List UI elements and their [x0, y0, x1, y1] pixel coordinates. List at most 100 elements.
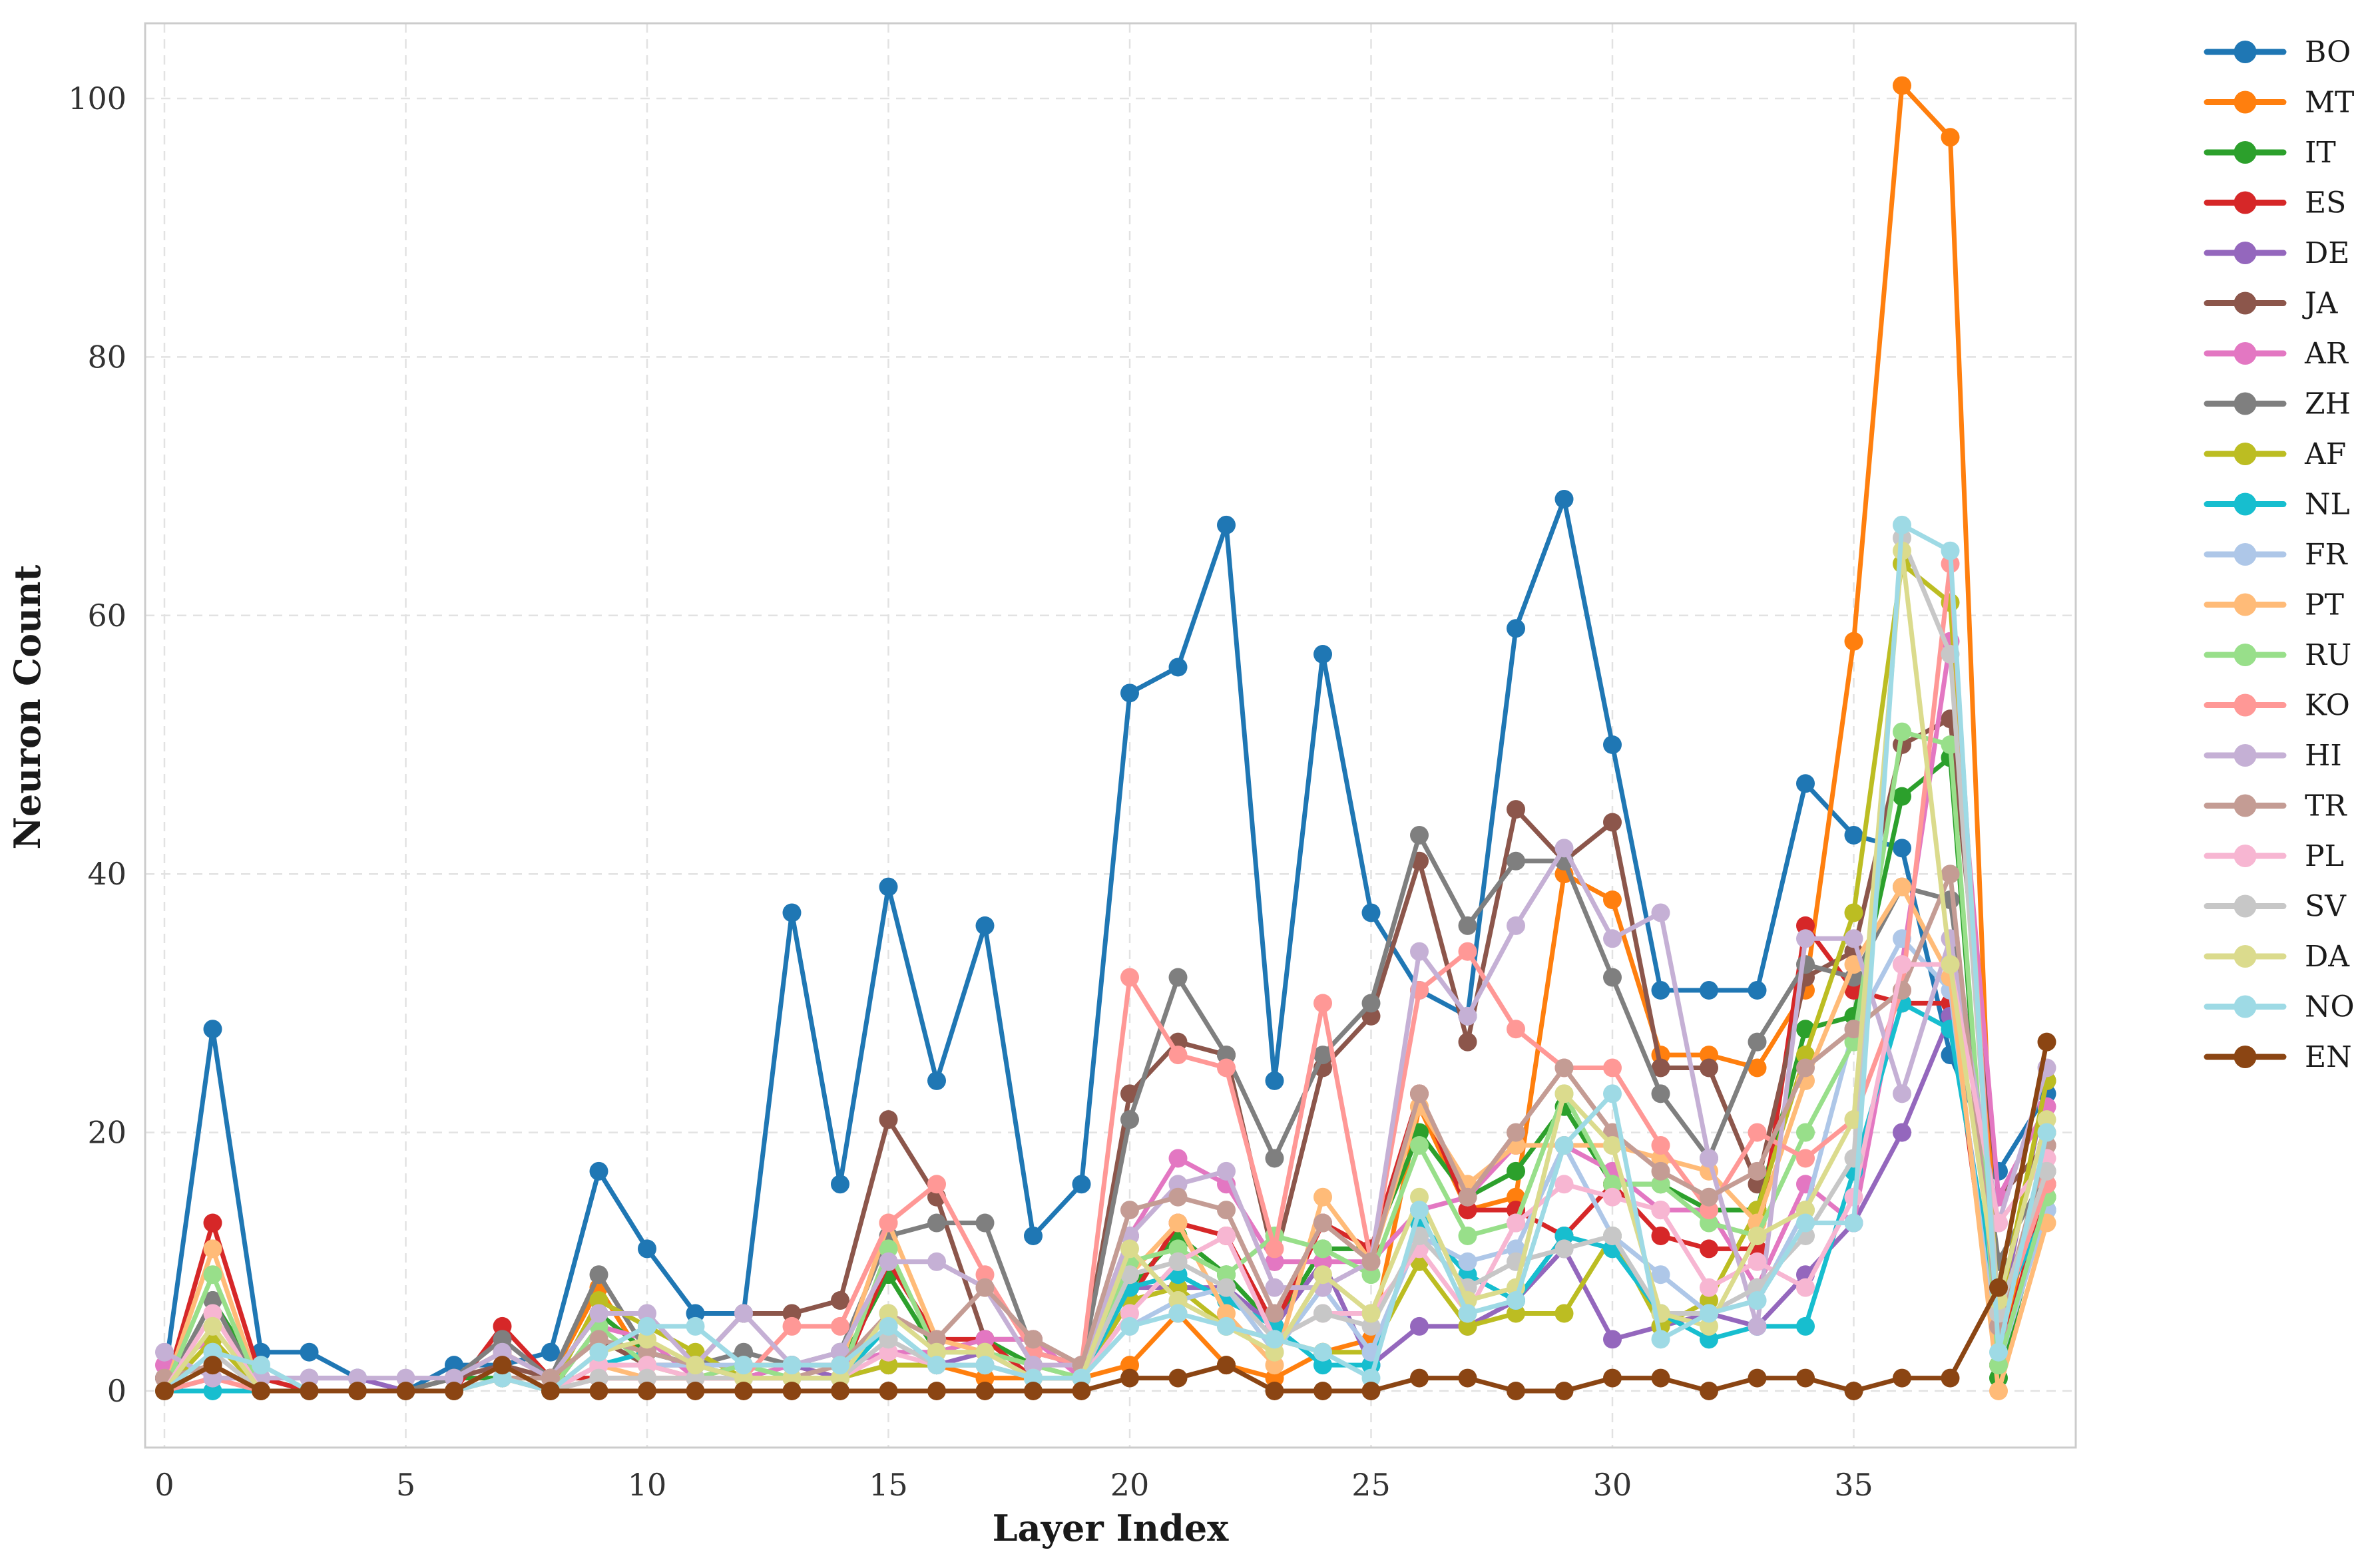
- legend-label: ZH: [2305, 387, 2351, 421]
- series-point: [1844, 1213, 1863, 1233]
- series-point: [975, 1382, 995, 1400]
- series-point: [1120, 1265, 1139, 1284]
- series-point: [1361, 1252, 1381, 1271]
- series-point: [1796, 1213, 1815, 1233]
- series-EN: [155, 1032, 2056, 1400]
- series-point: [589, 1161, 608, 1181]
- series-point: [1700, 1058, 1718, 1078]
- series-point: [831, 1368, 849, 1388]
- series-point: [1458, 1032, 1477, 1052]
- series-point: [203, 1213, 222, 1233]
- series-point: [1410, 1368, 1429, 1388]
- series-point: [1700, 1213, 1718, 1233]
- legend-marker: [2234, 492, 2257, 516]
- series-point: [1893, 877, 1911, 896]
- series-point: [493, 1330, 512, 1349]
- series-point: [203, 1265, 222, 1284]
- series-point: [1313, 1046, 1332, 1065]
- series-point: [1941, 1368, 1960, 1388]
- series-point: [1507, 851, 1525, 871]
- series-point: [782, 1356, 802, 1375]
- series-line-HI: [162, 845, 2049, 1381]
- series-point: [638, 1382, 656, 1400]
- series-point: [1796, 774, 1815, 793]
- series-point: [1120, 1304, 1139, 1323]
- series-point: [1748, 980, 1767, 1000]
- series-point: [927, 1382, 946, 1400]
- legend-marker: [2234, 894, 2257, 918]
- series-point: [203, 1020, 222, 1039]
- series-point: [782, 1316, 802, 1336]
- series-point: [203, 1342, 222, 1362]
- legend-item-FR: FR: [2204, 538, 2349, 572]
- series-point: [203, 1316, 222, 1336]
- series-point: [1700, 1278, 1718, 1297]
- legend-label: ES: [2305, 186, 2346, 220]
- series-point: [1168, 1187, 1188, 1207]
- series-point: [203, 1382, 222, 1400]
- series-point: [1893, 787, 1911, 806]
- series-point: [1651, 1368, 1670, 1388]
- series-point: [348, 1368, 367, 1388]
- series-point: [1651, 1136, 1670, 1155]
- series-point: [1507, 1123, 1525, 1142]
- series-point: [1748, 1226, 1767, 1245]
- series-point: [1748, 1032, 1767, 1052]
- series-point: [1313, 1342, 1332, 1362]
- series-point: [1603, 735, 1622, 754]
- series-point: [1844, 903, 1863, 922]
- series-point: [1700, 1382, 1718, 1400]
- series-point: [1265, 1304, 1284, 1323]
- legend-marker: [2234, 644, 2257, 666]
- y-tick-label: 20: [87, 1115, 126, 1151]
- series-point: [1603, 968, 1622, 987]
- series-point: [1120, 1110, 1139, 1129]
- series-point: [1554, 1175, 1574, 1194]
- series-point: [638, 1342, 656, 1362]
- series-point: [879, 1330, 898, 1349]
- plot-border: [144, 22, 2077, 1449]
- series-point: [1410, 825, 1429, 845]
- series-point: [2037, 1110, 2056, 1129]
- series-point: [1313, 1213, 1332, 1233]
- legend-marker: [2234, 191, 2257, 214]
- legend-item-ZH: ZH: [2204, 387, 2351, 421]
- y-tick-label: 40: [87, 856, 126, 892]
- series-point: [1507, 1304, 1525, 1323]
- series-point: [1313, 1265, 1332, 1284]
- series-point: [300, 1342, 319, 1362]
- series-point: [1748, 1058, 1767, 1078]
- series-point: [1700, 1187, 1718, 1207]
- series-point: [734, 1342, 753, 1362]
- series-point: [203, 1239, 222, 1259]
- series-point: [1410, 1187, 1429, 1207]
- series-point: [1603, 1187, 1622, 1207]
- y-axis-label: Neuron Count: [6, 564, 49, 849]
- series-point: [686, 1304, 705, 1323]
- series-point: [1796, 1201, 1815, 1220]
- series-point: [1651, 1265, 1670, 1284]
- series-point: [1120, 1316, 1139, 1336]
- series-point: [1989, 1356, 2008, 1375]
- series-point: [638, 1330, 656, 1349]
- series-point: [1120, 1201, 1139, 1220]
- series-point: [1651, 1201, 1670, 1220]
- series-point: [879, 1304, 898, 1323]
- legend-item-BO: BO: [2204, 35, 2351, 69]
- series-point: [1651, 980, 1670, 1000]
- series-point: [734, 1304, 753, 1323]
- series-point: [1217, 515, 1236, 534]
- series-point: [831, 1382, 849, 1400]
- x-tick-label: 25: [1351, 1467, 1391, 1503]
- legend-label: PL: [2305, 839, 2344, 873]
- legend-label: NO: [2305, 990, 2355, 1024]
- series-line-JA: [162, 716, 2049, 1394]
- x-tick-label: 10: [628, 1467, 667, 1503]
- series-point: [1507, 916, 1525, 935]
- series-point: [734, 1382, 753, 1400]
- series-point: [879, 1239, 898, 1259]
- legend-label: AF: [2304, 437, 2346, 471]
- series-point: [589, 1304, 608, 1323]
- series-point: [1554, 1239, 1574, 1259]
- series-point: [1458, 1304, 1477, 1323]
